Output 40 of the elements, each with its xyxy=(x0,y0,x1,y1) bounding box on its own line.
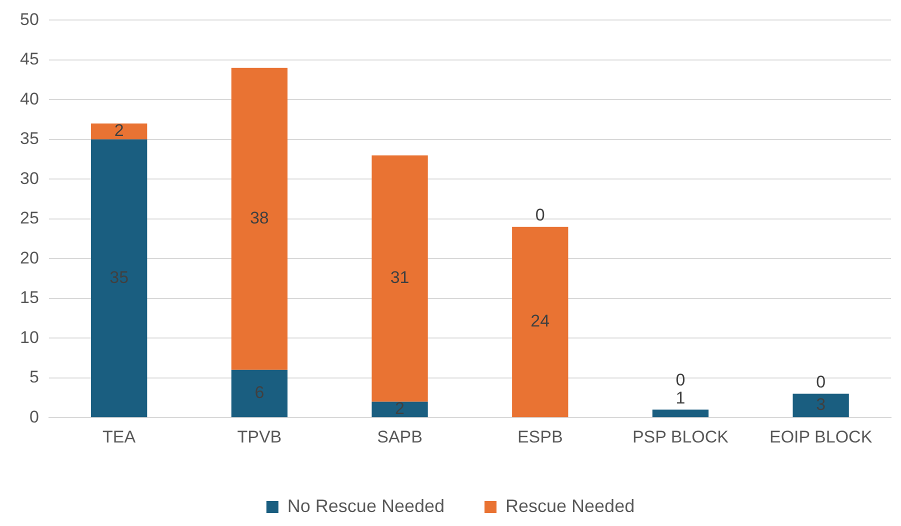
y-tick-label: 0 xyxy=(29,407,39,426)
bar xyxy=(231,370,288,418)
data-label: 24 xyxy=(530,312,550,331)
data-label: 31 xyxy=(390,268,410,288)
y-tick-label: 5 xyxy=(29,368,39,387)
bar xyxy=(372,155,428,402)
data-label: 0 xyxy=(676,370,686,390)
data-label: 1 xyxy=(676,388,686,408)
y-tick-label: 20 xyxy=(20,248,39,268)
bar xyxy=(512,226,568,418)
y-tick-label: 15 xyxy=(20,288,39,308)
data-label: 38 xyxy=(250,208,269,228)
bar xyxy=(792,394,849,418)
bar xyxy=(652,410,709,418)
y-tick-label: 10 xyxy=(20,328,39,347)
y-tick-label: 25 xyxy=(20,208,39,228)
y-tick-label: 35 xyxy=(20,129,39,148)
legend-label: No Rescue Needed xyxy=(287,496,445,516)
y-tick-label: 50 xyxy=(20,10,39,29)
x-tick-label: PSP BLOCK xyxy=(632,427,730,446)
bar xyxy=(372,402,428,418)
y-tick-label: 30 xyxy=(20,168,39,188)
bar xyxy=(91,124,148,140)
data-label: 2 xyxy=(395,399,405,418)
data-label: 0 xyxy=(535,206,545,225)
data-label: 2 xyxy=(114,121,124,140)
data-label: 0 xyxy=(816,372,826,392)
y-tick-label: 45 xyxy=(20,50,39,69)
y-tick-label: 40 xyxy=(20,89,39,108)
x-tick-label: TEA xyxy=(102,427,136,446)
bar xyxy=(231,68,288,370)
data-label: 3 xyxy=(816,395,826,414)
x-tick-label: SAPB xyxy=(377,427,422,446)
data-label: 35 xyxy=(110,268,129,287)
x-tick-label: TPVB xyxy=(237,427,282,446)
legend-label: Rescue Needed xyxy=(506,496,635,516)
bar xyxy=(91,139,148,418)
x-tick-label: EOIP BLOCK xyxy=(769,427,873,446)
x-tick-label: ESPB xyxy=(517,427,563,446)
data-label: 6 xyxy=(254,383,264,402)
